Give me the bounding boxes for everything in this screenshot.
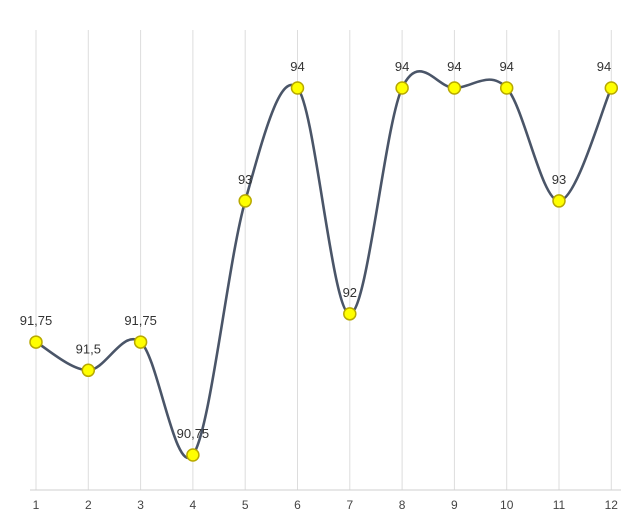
x-tick-label: 10 xyxy=(500,498,514,512)
x-tick-label: 6 xyxy=(294,498,301,512)
data-label: 94 xyxy=(597,59,611,74)
data-point xyxy=(604,81,619,95)
x-tick-labels: 1 2 3 4 5 6 7 8 9 10 11 12 xyxy=(33,498,619,512)
data-label: 93 xyxy=(238,172,252,187)
data-point xyxy=(499,81,514,95)
x-tick-label: 11 xyxy=(553,498,566,512)
data-label: 93 xyxy=(552,172,566,187)
data-label: 94 xyxy=(395,59,409,74)
x-tick-label: 7 xyxy=(346,498,353,512)
data-label: 90,75 xyxy=(177,426,210,441)
data-point xyxy=(290,81,305,95)
data-point xyxy=(186,448,200,462)
data-point xyxy=(238,194,252,208)
data-point xyxy=(81,363,96,378)
data-point xyxy=(29,335,43,349)
data-point xyxy=(447,81,462,95)
data-label: 91,75 xyxy=(124,313,157,328)
data-label: 94 xyxy=(447,59,461,74)
data-labels: 91,75 91,5 91,75 90,75 93 94 92 94 94 94 93 94 xyxy=(20,59,612,441)
data-point xyxy=(395,81,409,95)
data-point xyxy=(552,194,566,208)
x-tick-label: 4 xyxy=(190,498,197,512)
x-tick-label: 3 xyxy=(137,498,144,512)
x-tick-label: 8 xyxy=(399,498,406,512)
data-label: 91,75 xyxy=(20,313,53,328)
data-label: 94 xyxy=(499,59,513,74)
data-point xyxy=(133,335,148,349)
data-label: 94 xyxy=(290,59,304,74)
series-line xyxy=(35,70,613,460)
data-points xyxy=(29,81,619,462)
gridlines xyxy=(35,30,612,490)
data-label: 92 xyxy=(343,285,357,300)
x-tick-label: 9 xyxy=(451,498,458,512)
data-label: 91,5 xyxy=(76,341,101,356)
x-tick-label: 1 xyxy=(33,498,40,512)
x-tick-label: 2 xyxy=(85,498,92,512)
x-tick-label: 5 xyxy=(242,498,249,512)
data-point xyxy=(343,307,357,321)
x-tick-label: 12 xyxy=(605,498,619,512)
